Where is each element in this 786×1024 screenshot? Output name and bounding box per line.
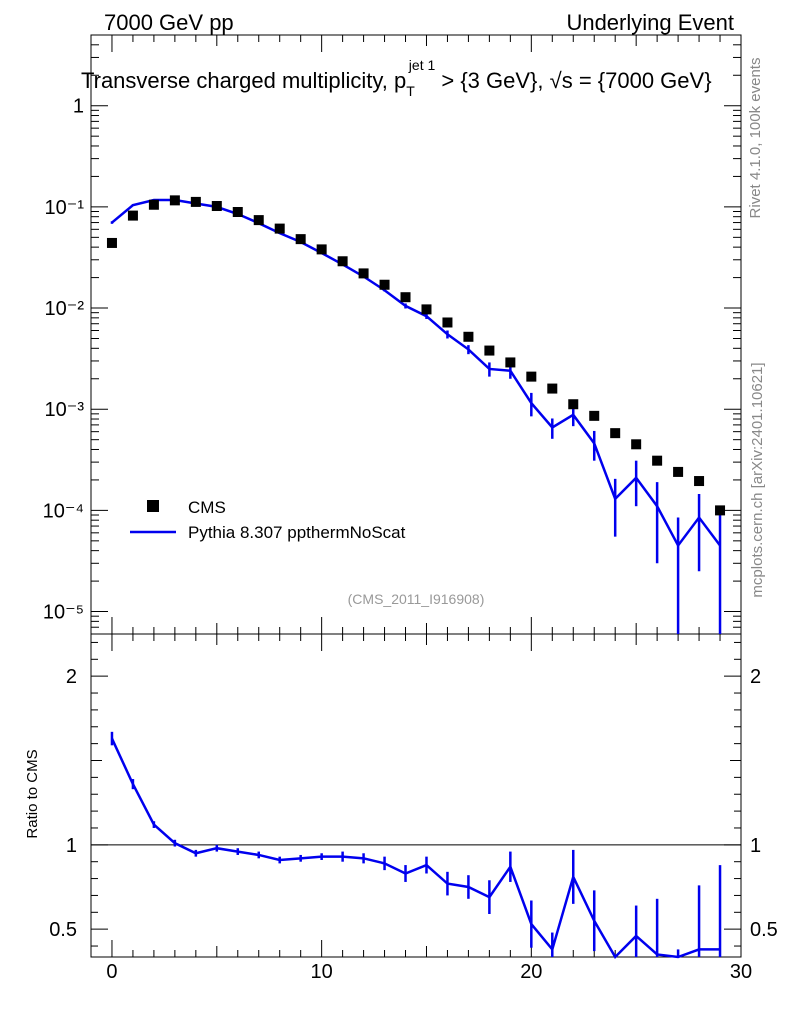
- cms-data-point: [253, 215, 264, 226]
- cms-data-point: [568, 399, 579, 410]
- cms-data-point: [232, 207, 243, 218]
- cms-data-point: [673, 466, 684, 477]
- cms-data-point: [106, 237, 117, 248]
- cms-data-point: [442, 317, 453, 328]
- axis-ticks: [91, 34, 742, 957]
- cms-data-point: [463, 331, 474, 342]
- analysis-label: (CMS_2011_I916908): [348, 591, 485, 607]
- header-right-label: Underlying Event: [566, 10, 734, 35]
- cms-data-point: [190, 196, 201, 207]
- cms-data-point: [421, 304, 432, 315]
- cms-data-point: [652, 455, 663, 466]
- y-tick-label-right: 2: [750, 666, 761, 688]
- ratio-panel-frame: [90, 633, 742, 958]
- y-tick-label: 10⁻¹: [45, 197, 85, 219]
- cms-data-point: [379, 279, 390, 290]
- cms-data-point: [505, 357, 516, 368]
- y-tick-label: 1: [73, 96, 84, 118]
- rivet-label: Rivet 4.1.0, 100k events: [747, 58, 764, 219]
- cms-data-point: [316, 244, 327, 255]
- plot-title: Transverse charged multiplicity, pTjet 1…: [81, 57, 712, 99]
- y-tick-label: 0.5: [49, 919, 77, 941]
- cms-data-point: [337, 256, 348, 267]
- axis-tick-labels: 0 10 20 30 1 10⁻¹ 10⁻² 10⁻³ 10⁻⁴ 10⁻⁵ 0.5 0.5 1 1 2 2: [43, 96, 778, 983]
- legend-cms-marker: [147, 500, 159, 512]
- legend-cms-label: CMS: [188, 498, 226, 517]
- cms-data-point: [274, 223, 285, 234]
- cms-data-point: [148, 199, 159, 210]
- cms-data-point: [694, 476, 705, 487]
- y-tick-label: 2: [66, 666, 77, 688]
- cms-data-point: [610, 428, 621, 439]
- cms-data-point: [484, 345, 495, 356]
- cms-data-point: [211, 201, 222, 212]
- cms-data-point: [400, 292, 411, 303]
- ratio-ylabel: Ratio to CMS: [24, 749, 41, 838]
- cms-data-point: [715, 505, 726, 516]
- x-tick-label: 30: [730, 961, 752, 983]
- y-tick-label: 10⁻⁴: [43, 500, 84, 522]
- legend-mc-label: Pythia 8.307 ppthermNoScat: [188, 523, 406, 542]
- ratio-series-line: [110, 738, 721, 960]
- y-tick-label: 10⁻⁵: [43, 602, 84, 624]
- cms-data-point: [631, 439, 642, 450]
- x-tick-label: 10: [311, 961, 333, 983]
- y-tick-label-right: 1: [750, 835, 761, 857]
- y-tick-label: 10⁻²: [45, 298, 85, 320]
- cms-data-point: [526, 371, 537, 382]
- cms-data-point: [169, 195, 180, 206]
- cms-data-point: [295, 234, 306, 245]
- mcplots-label: mcplots.cern.ch [arXiv:2401.10621]: [749, 362, 766, 597]
- y-tick-label-right: 0.5: [750, 919, 778, 941]
- cms-data-point: [547, 383, 558, 394]
- main-plot-marks: [106, 195, 726, 634]
- x-tick-label: 20: [520, 961, 542, 983]
- main-panel-frame: [90, 34, 742, 635]
- cms-data-point: [589, 410, 600, 421]
- y-tick-label: 10⁻³: [45, 399, 85, 421]
- y-tick-label: 1: [66, 835, 77, 857]
- cms-data-point: [358, 268, 369, 279]
- ratio-plot-marks: [91, 731, 741, 960]
- x-tick-label: 0: [106, 961, 117, 983]
- header-left-label: 7000 GeV pp: [104, 10, 234, 35]
- cms-data-point: [127, 210, 138, 221]
- mc-series-line: [111, 198, 722, 548]
